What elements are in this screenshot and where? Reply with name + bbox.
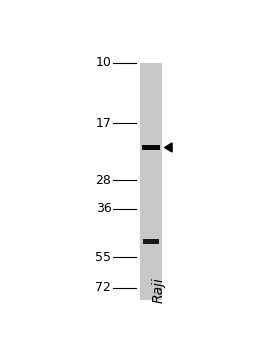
Bar [143, 239, 159, 244]
Text: 28: 28 [95, 174, 111, 187]
Text: 17: 17 [95, 117, 111, 130]
Text: 72: 72 [95, 281, 111, 294]
Polygon shape [165, 143, 172, 152]
Text: 10: 10 [95, 56, 111, 70]
Bar [140, 63, 162, 300]
Text: 55: 55 [95, 251, 111, 264]
Text: Raji: Raji [152, 277, 166, 303]
Bar [142, 145, 161, 150]
Text: 36: 36 [95, 202, 111, 215]
